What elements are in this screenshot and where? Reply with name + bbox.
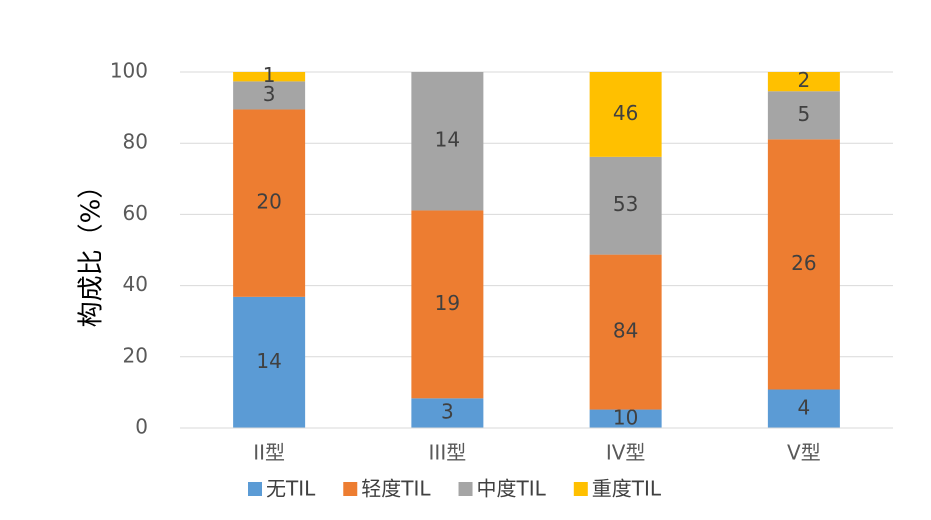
bar-segment (233, 296, 306, 428)
y-tick-label: 0 (135, 415, 148, 439)
data-label: 1 (263, 63, 276, 87)
bar-segment (411, 210, 484, 399)
legend-label: 中度TIL (477, 477, 547, 501)
bar-segment (767, 139, 840, 390)
data-label: 26 (791, 251, 816, 275)
bar-segment (767, 91, 840, 140)
bar-segment (233, 72, 306, 82)
data-label: 5 (798, 102, 811, 126)
y-axis-title: 构成比（%） (77, 173, 107, 328)
bar-segment (589, 409, 662, 428)
bar-segment (589, 254, 662, 410)
legend-swatch (248, 482, 262, 496)
data-label: 14 (256, 349, 281, 373)
data-label: 4 (798, 395, 811, 419)
bar-segment (589, 156, 662, 255)
x-tick-label: V型 (787, 441, 821, 465)
x-tick-label: IV型 (606, 441, 646, 465)
bar-segment (767, 389, 840, 428)
x-tick-label: III型 (429, 441, 467, 465)
data-label: 14 (435, 128, 460, 152)
data-label: 84 (613, 319, 638, 343)
legend-label: 无TIL (266, 477, 316, 501)
legend-swatch (343, 482, 358, 496)
bar-segment (411, 398, 484, 428)
data-label: 3 (441, 400, 454, 424)
y-tick-label: 80 (123, 130, 148, 154)
y-tick-label: 40 (123, 272, 148, 296)
legend-label: 重度TIL (592, 477, 662, 501)
x-tick-label: II型 (253, 441, 285, 465)
data-label: 19 (435, 291, 460, 315)
data-label: 53 (613, 192, 638, 216)
data-label: 3 (263, 82, 276, 106)
y-tick-label: 100 (110, 59, 148, 83)
y-tick-label: 20 (123, 343, 148, 367)
y-tick-label: 60 (123, 201, 148, 225)
legend-swatch (458, 482, 473, 496)
bar-segment (233, 81, 306, 110)
data-label: 2 (798, 68, 811, 92)
bar-segment (233, 109, 306, 297)
data-label: 46 (613, 101, 638, 125)
legend-swatch (573, 482, 588, 496)
bar-segment (589, 72, 662, 157)
bar-segment (767, 72, 840, 92)
bar-segment (411, 72, 484, 211)
legend-label: 轻度TIL (361, 477, 431, 501)
data-label: 20 (256, 190, 281, 214)
